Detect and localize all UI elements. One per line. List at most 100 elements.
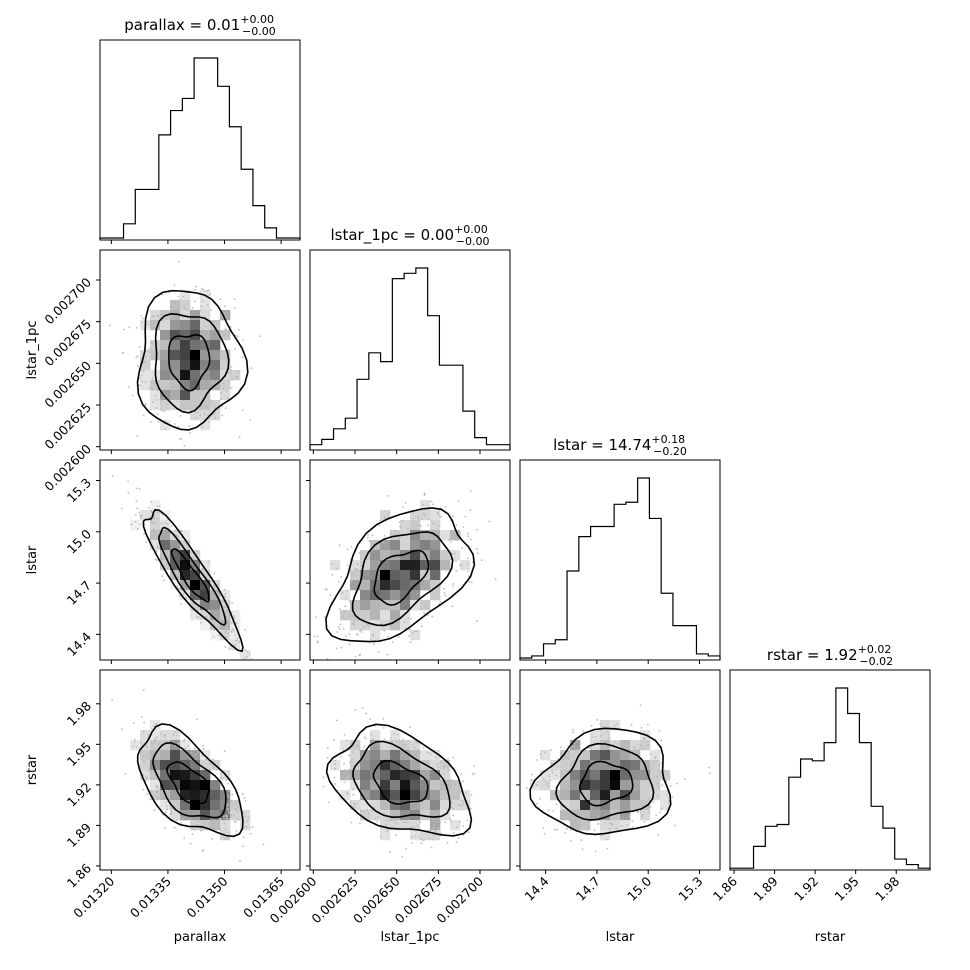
- density-cell: [570, 750, 581, 761]
- density-cell: [410, 560, 421, 571]
- sample-point: [560, 753, 563, 755]
- sample-point: [577, 822, 580, 824]
- sample-point: [220, 391, 223, 394]
- sample-point: [210, 580, 213, 583]
- sample-point: [382, 541, 385, 544]
- sample-point: [224, 646, 227, 648]
- sample-point: [121, 728, 123, 731]
- x-tick-label-rstar: 1.86: [710, 873, 740, 903]
- sample-point: [577, 748, 580, 751]
- sample-point: [185, 302, 188, 305]
- sample-point: [208, 409, 211, 411]
- density-cell: [190, 780, 201, 791]
- density-cell: [420, 500, 431, 511]
- sample-point: [457, 804, 459, 807]
- sample-point: [111, 699, 114, 702]
- sample-point: [371, 634, 374, 637]
- sample-point: [596, 718, 599, 721]
- sample-point: [626, 823, 628, 826]
- sample-point: [356, 569, 359, 572]
- sample-point: [238, 435, 241, 438]
- sample-point: [160, 402, 163, 405]
- sample-point: [161, 575, 164, 578]
- sample-point: [221, 777, 224, 780]
- sample-point: [382, 726, 385, 729]
- density-cell: [410, 570, 421, 581]
- density-cell: [600, 750, 611, 761]
- density-cell: [200, 420, 211, 431]
- density-cell: [410, 830, 421, 841]
- sample-point: [450, 783, 453, 786]
- sample-point: [386, 819, 389, 822]
- sample-point: [213, 405, 215, 408]
- sample-point: [150, 510, 153, 513]
- density-cell: [350, 580, 361, 591]
- sample-point: [197, 820, 200, 823]
- sample-point: [348, 754, 350, 757]
- sample-point: [377, 524, 380, 527]
- density-cell: [190, 580, 201, 591]
- density-cell: [560, 780, 571, 791]
- density-cell: [200, 780, 211, 791]
- sample-point: [452, 756, 454, 759]
- sample-point: [643, 739, 646, 742]
- density-cell: [380, 550, 391, 561]
- sample-point: [203, 413, 206, 416]
- sample-point: [203, 820, 206, 823]
- sample-point: [153, 725, 156, 728]
- sample-point: [452, 794, 455, 797]
- sample-point: [146, 349, 149, 352]
- density-cell: [180, 330, 191, 341]
- x-tick-label-rstar: 1.95: [832, 874, 862, 904]
- density-cell: [200, 380, 211, 391]
- sample-point: [401, 855, 404, 858]
- density-cell: [660, 770, 671, 781]
- sample-point: [591, 733, 593, 736]
- sample-point: [458, 820, 461, 823]
- density-cell: [180, 550, 191, 561]
- density-cell: [240, 820, 251, 831]
- sample-point: [346, 793, 349, 795]
- sample-point: [449, 794, 452, 797]
- sample-point: [343, 762, 345, 765]
- sample-point: [564, 831, 567, 834]
- density-cell: [190, 820, 201, 831]
- sample-point: [651, 768, 654, 771]
- sample-point: [647, 744, 649, 746]
- sample-point: [658, 785, 660, 788]
- sample-point: [345, 635, 347, 638]
- sample-point: [404, 821, 407, 824]
- sample-point: [234, 306, 236, 309]
- density-cell: [430, 830, 441, 841]
- sample-point: [244, 628, 246, 631]
- sample-point: [480, 559, 483, 562]
- sample-point: [575, 740, 578, 743]
- sample-point: [217, 583, 220, 586]
- sample-point: [359, 809, 362, 812]
- sample-point: [163, 827, 166, 829]
- sample-point: [145, 753, 148, 756]
- sample-point: [443, 591, 446, 594]
- sample-point: [158, 547, 161, 549]
- sample-point: [213, 621, 216, 623]
- sample-point: [359, 822, 361, 825]
- sample-point: [590, 724, 593, 727]
- sample-point: [143, 533, 146, 535]
- sample-point: [475, 620, 478, 623]
- density-cell: [640, 770, 651, 781]
- sample-point: [220, 600, 223, 603]
- sample-point: [413, 747, 416, 749]
- density-cell: [220, 310, 231, 321]
- sample-point: [259, 335, 262, 338]
- sample-point: [412, 517, 415, 520]
- density-cell: [190, 350, 201, 361]
- sample-point: [514, 812, 516, 814]
- sample-point: [166, 808, 169, 811]
- density-cell: [550, 760, 561, 771]
- panel-frame: [99, 249, 301, 451]
- density-cell: [620, 770, 631, 781]
- panel-title-rstar: rstar = 1.92+0.02 −0.02: [767, 643, 893, 668]
- sample-point: [209, 400, 212, 403]
- sample-point: [423, 612, 426, 614]
- sample-point: [590, 746, 593, 749]
